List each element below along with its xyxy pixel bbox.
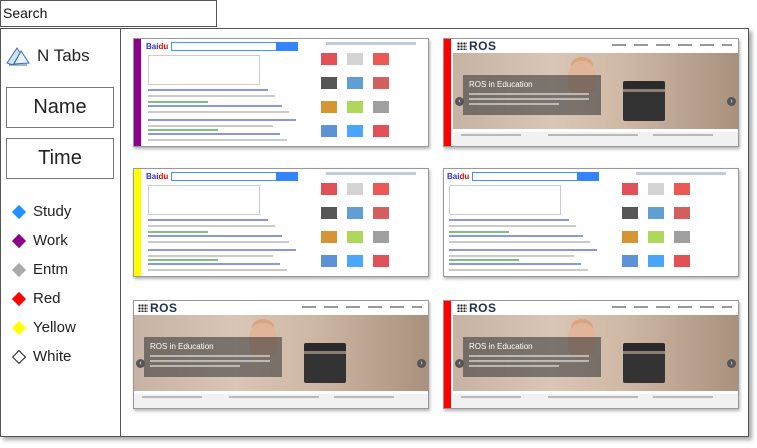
ros-page-preview: ROS ROS in Education ‹ › [453, 301, 738, 408]
tab-thumbnail[interactable]: Baidu [133, 38, 429, 147]
legend-item-red[interactable]: Red [11, 284, 76, 313]
diamond-icon [11, 233, 27, 248]
tab-thumbnail[interactable]: ROS ROS in Education ‹ › [443, 38, 739, 147]
app-header: N Tabs [5, 43, 90, 69]
legend-label: White [33, 348, 72, 365]
legend-item-study[interactable]: Study [11, 197, 76, 226]
baidu-search-page-preview: Baidu [444, 169, 738, 276]
tab-thumbnail[interactable]: ROS ROS in Education ‹ › [443, 300, 739, 409]
color-legend: Study Work Entm Red Yellow White [11, 197, 76, 371]
legend-item-yellow[interactable]: Yellow [11, 313, 76, 342]
color-tag [444, 301, 451, 408]
legend-label: Study [33, 203, 72, 220]
tab-manager-panel: N Tabs Name Time Study Work Entm Red [0, 28, 749, 437]
legend-label: Yellow [33, 319, 76, 336]
legend-item-entm[interactable]: Entm [11, 255, 76, 284]
legend-item-work[interactable]: Work [11, 226, 76, 255]
diamond-icon [11, 291, 27, 306]
tab-thumbnail[interactable]: Baidu [443, 168, 739, 277]
legend-label: Work [33, 232, 68, 249]
ros-page-preview: ROS ROS in Education ‹ › [453, 39, 738, 146]
diamond-icon [11, 349, 27, 364]
legend-label: Red [33, 290, 61, 307]
ros-page-preview: ROS ROS in Education ‹ › [134, 301, 428, 408]
app-title: N Tabs [37, 46, 90, 65]
search-input[interactable]: Search [0, 0, 217, 27]
baidu-search-page-preview: Baidu [143, 39, 428, 146]
sort-by-time-button[interactable]: Time [6, 138, 114, 179]
color-tag [134, 169, 141, 276]
diamond-icon [11, 204, 27, 219]
diamond-icon [11, 262, 27, 277]
diamond-icon [11, 320, 27, 335]
tabs-logo-icon [6, 47, 30, 66]
tab-thumbnail[interactable]: Baidu [133, 168, 429, 277]
color-tag [134, 39, 141, 146]
legend-label: Entm [33, 261, 69, 278]
baidu-search-page-preview: Baidu [143, 169, 428, 276]
color-tag [444, 39, 451, 146]
tab-thumbnail[interactable]: ROS ROS in Education ‹ › [133, 300, 429, 409]
tab-thumbnail-grid: Baidu ROS ROS in Education ‹ › Baidu Baidu … [121, 29, 748, 436]
sidebar: N Tabs Name Time Study Work Entm Red [1, 29, 121, 436]
legend-item-white[interactable]: White [11, 342, 76, 371]
sort-by-name-button[interactable]: Name [6, 87, 114, 128]
